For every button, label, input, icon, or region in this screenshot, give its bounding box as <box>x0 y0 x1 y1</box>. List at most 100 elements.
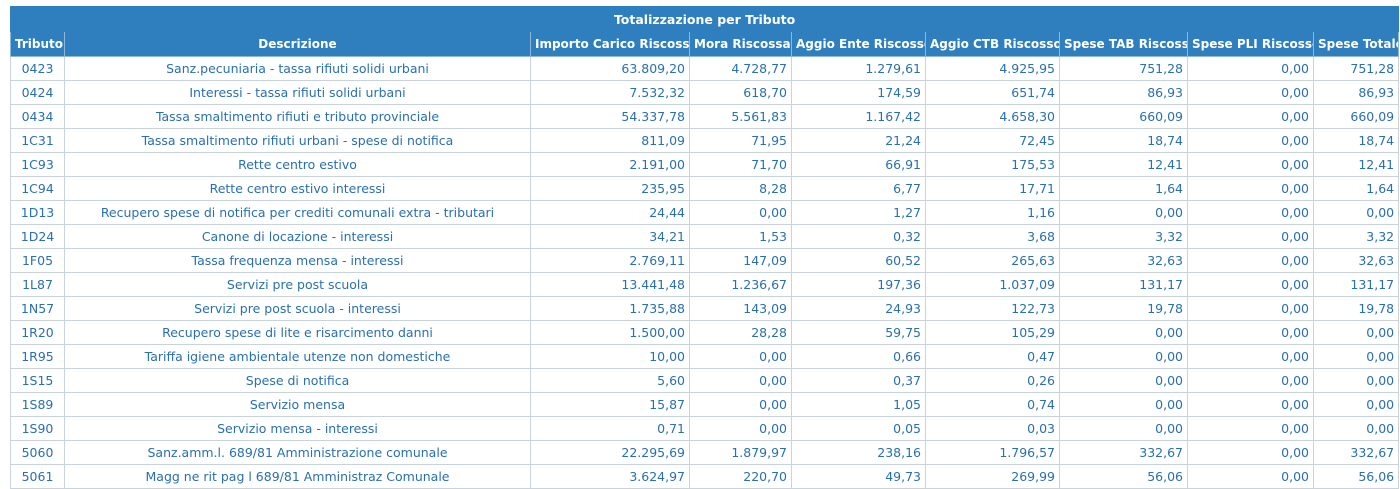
cell-spese-totale: 12,41 <box>1312 152 1400 177</box>
cell-aggio-ente-riscosso: 60,52 <box>791 248 926 273</box>
column-header-spese-totale[interactable]: Spese Totale <box>1312 31 1400 57</box>
cell-tributo: 1S90 <box>10 416 65 441</box>
table-row[interactable]: 1F05 Tassa frequenza mensa - interessi 2.7… <box>10 248 1400 273</box>
cell-descrizione: Sanz.amm.l. 689/81 Amministrazione comun… <box>64 440 531 465</box>
cell-spese-totale: 1,64 <box>1312 176 1400 201</box>
column-header-mora-riscossa[interactable]: Mora Riscossa <box>689 31 792 57</box>
table-caption-row: Totalizzazione per Tributo <box>9 6 1400 32</box>
table-row[interactable]: 5060 Sanz.amm.l. 689/81 Amministrazione c… <box>10 440 1400 465</box>
cell-spese-pli-riscosse: 0,00 <box>1187 344 1314 369</box>
cell-importo-carico-riscosso: 811,09 <box>530 128 690 153</box>
cell-spese-pli-riscosse: 0,00 <box>1187 272 1314 297</box>
cell-tributo: 1F05 <box>10 248 65 273</box>
cell-mora-riscossa: 0,00 <box>689 368 792 393</box>
cell-spese-pli-riscosse: 0,00 <box>1187 320 1314 345</box>
cell-descrizione: Spese di notifica <box>64 368 531 393</box>
cell-tributo: 5061 <box>10 464 65 489</box>
cell-tributo: 1D13 <box>10 200 65 225</box>
cell-spese-totale: 751,28 <box>1312 56 1400 81</box>
cell-spese-totale: 19,78 <box>1312 296 1400 321</box>
cell-aggio-ctb-riscosso: 265,63 <box>925 248 1060 273</box>
cell-tributo: 1N57 <box>10 296 65 321</box>
cell-spese-tab-riscosse: 32,63 <box>1059 248 1188 273</box>
table-caption: Totalizzazione per Tributo <box>9 6 1400 32</box>
cell-descrizione: Servizio mensa <box>64 392 531 417</box>
table-row[interactable]: 1R95 Tariffa igiene ambientale utenze non… <box>10 344 1400 369</box>
cell-spese-pli-riscosse: 0,00 <box>1187 440 1314 465</box>
cell-aggio-ctb-riscosso: 1.796,57 <box>925 440 1060 465</box>
table-row[interactable]: 5061 Magg ne rit pag l 689/81 Amministraz… <box>10 464 1400 489</box>
cell-importo-carico-riscosso: 3.624,97 <box>530 464 690 489</box>
cell-importo-carico-riscosso: 22.295,69 <box>530 440 690 465</box>
table-row[interactable]: 1C94 Rette centro estivo interessi 235,95 8… <box>10 176 1400 201</box>
column-header-tributo[interactable]: Tributo <box>10 31 65 57</box>
column-header-spese-pli-riscosse[interactable]: Spese PLI Riscosse <box>1187 31 1314 57</box>
cell-descrizione: Tassa smaltimento rifiuti urbani - spese… <box>64 128 531 153</box>
cell-descrizione: Canone di locazione - interessi <box>64 224 531 249</box>
cell-mora-riscossa: 1.879,97 <box>689 440 792 465</box>
table-row[interactable]: 1S89 Servizio mensa 15,87 0,00 1,05 0,74 0,00 0… <box>10 392 1400 417</box>
cell-descrizione: Recupero spese di notifica per crediti c… <box>64 200 531 225</box>
column-header-aggio-ctb-riscosso[interactable]: Aggio CTB Riscosso <box>925 31 1060 57</box>
cell-spese-totale: 86,93 <box>1312 80 1400 105</box>
cell-aggio-ente-riscosso: 1.279,61 <box>791 56 926 81</box>
column-header-descrizione[interactable]: Descrizione <box>64 31 531 57</box>
cell-tributo: 1L87 <box>10 272 65 297</box>
cell-spese-pli-riscosse: 0,00 <box>1187 104 1314 129</box>
cell-mora-riscossa: 147,09 <box>689 248 792 273</box>
cell-aggio-ctb-riscosso: 1.037,09 <box>925 272 1060 297</box>
cell-aggio-ente-riscosso: 21,24 <box>791 128 926 153</box>
cell-aggio-ente-riscosso: 24,93 <box>791 296 926 321</box>
table-row[interactable]: 1D13 Recupero spese di notifica per credi… <box>10 200 1400 225</box>
cell-spese-pli-riscosse: 0,00 <box>1187 128 1314 153</box>
table-row[interactable]: 1S15 Spese di notifica 5,60 0,00 0,37 0,26 0,0… <box>10 368 1400 393</box>
column-header-importo-carico-riscosso[interactable]: Importo Carico Riscosso <box>530 31 690 57</box>
table-row[interactable]: 1L87 Servizi pre post scuola 13.441,48 1.23… <box>10 272 1400 297</box>
cell-aggio-ctb-riscosso: 651,74 <box>925 80 1060 105</box>
cell-spese-totale: 32,63 <box>1312 248 1400 273</box>
cell-spese-totale: 131,17 <box>1312 272 1400 297</box>
cell-aggio-ente-riscosso: 0,05 <box>791 416 926 441</box>
cell-importo-carico-riscosso: 24,44 <box>530 200 690 225</box>
cell-tributo: 1C94 <box>10 176 65 201</box>
cell-tributo: 1D24 <box>10 224 65 249</box>
table-row[interactable]: 0423 Sanz.pecuniaria - tassa rifiuti soli… <box>10 56 1400 81</box>
cell-aggio-ente-riscosso: 174,59 <box>791 80 926 105</box>
cell-spese-totale: 56,06 <box>1312 464 1400 489</box>
cell-tributo: 1C93 <box>10 152 65 177</box>
cell-aggio-ctb-riscosso: 105,29 <box>925 320 1060 345</box>
column-header-aggio-ente-riscosso[interactable]: Aggio Ente Riscosso <box>791 31 926 57</box>
cell-spese-totale: 3,32 <box>1312 224 1400 249</box>
cell-spese-tab-riscosse: 19,78 <box>1059 296 1188 321</box>
cell-aggio-ctb-riscosso: 3,68 <box>925 224 1060 249</box>
cell-spese-tab-riscosse: 660,09 <box>1059 104 1188 129</box>
cell-importo-carico-riscosso: 2.769,11 <box>530 248 690 273</box>
cell-descrizione: Servizi pre post scuola <box>64 272 531 297</box>
cell-spese-totale: 0,00 <box>1312 344 1400 369</box>
cell-descrizione: Interessi - tassa rifiuti solidi urbani <box>64 80 531 105</box>
column-header-spese-tab-riscosse[interactable]: Spese TAB Riscosse <box>1059 31 1188 57</box>
table-row[interactable]: 1D24 Canone di locazione - interessi 34,21… <box>10 224 1400 249</box>
cell-mora-riscossa: 1.236,67 <box>689 272 792 297</box>
table-row[interactable]: 1N57 Servizi pre post scuola - interessi 1… <box>10 296 1400 321</box>
cell-spese-totale: 0,00 <box>1312 392 1400 417</box>
cell-aggio-ente-riscosso: 1,05 <box>791 392 926 417</box>
table-row[interactable]: 1R20 Recupero spese di lite e risarciment… <box>10 320 1400 345</box>
cell-aggio-ente-riscosso: 1.167,42 <box>791 104 926 129</box>
table-row[interactable]: 1S90 Servizio mensa - interessi 0,71 0,00 0,… <box>10 416 1400 441</box>
cell-tributo: 1R95 <box>10 344 65 369</box>
cell-importo-carico-riscosso: 13.441,48 <box>530 272 690 297</box>
table-row[interactable]: 1C31 Tassa smaltimento rifiuti urbani - s… <box>10 128 1400 153</box>
cell-importo-carico-riscosso: 1.500,00 <box>530 320 690 345</box>
table-row[interactable]: 1C93 Rette centro estivo 2.191,00 71,70 66,9… <box>10 152 1400 177</box>
cell-descrizione: Tassa frequenza mensa - interessi <box>64 248 531 273</box>
cell-descrizione: Sanz.pecuniaria - tassa rifiuti solidi u… <box>64 56 531 81</box>
cell-spese-pli-riscosse: 0,00 <box>1187 224 1314 249</box>
table-row[interactable]: 0424 Interessi - tassa rifiuti solidi urb… <box>10 80 1400 105</box>
table-row[interactable]: 0434 Tassa smaltimento rifiuti e tributo … <box>10 104 1400 129</box>
cell-spese-pli-riscosse: 0,00 <box>1187 80 1314 105</box>
cell-tributo: 1C31 <box>10 128 65 153</box>
cell-spese-totale: 0,00 <box>1312 416 1400 441</box>
cell-tributo: 5060 <box>10 440 65 465</box>
cell-aggio-ctb-riscosso: 269,99 <box>925 464 1060 489</box>
